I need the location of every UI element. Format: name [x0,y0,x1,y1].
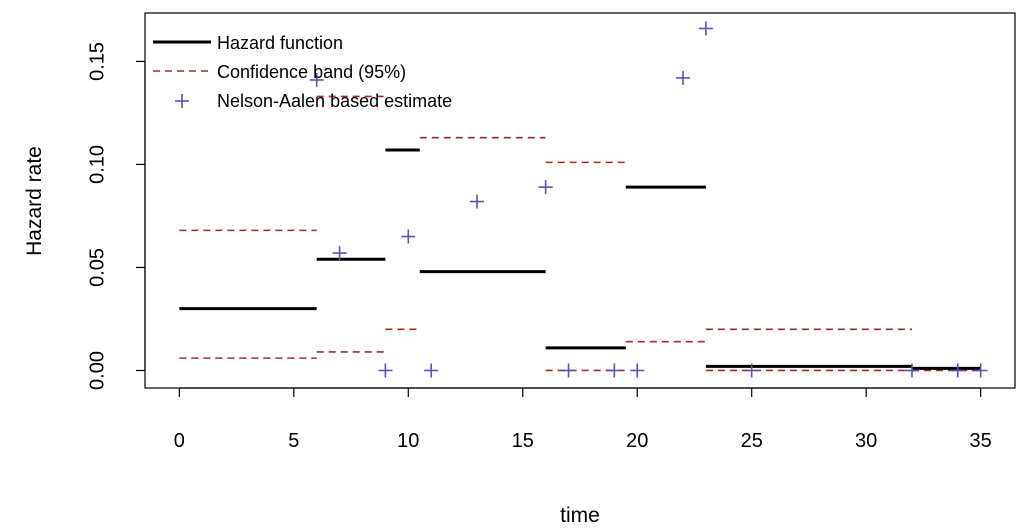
x-tick-label: 20 [626,430,648,452]
x-tick-label: 10 [397,430,419,452]
x-axis: 0 5 10 15 20 25 30 35 [174,387,992,452]
na-point [424,363,439,378]
y-axis: 0.00 0.05 0.10 0.15 [86,42,146,390]
x-tick-label: 5 [288,430,299,452]
na-point [698,21,713,36]
na-point [676,70,691,85]
nelson-aalen-points [309,21,988,378]
na-point [630,363,645,378]
na-point [607,363,622,378]
na-point [744,363,759,378]
na-point [561,363,576,378]
legend-hazard-label: Hazard function [217,33,343,53]
hazard-function-lines [179,148,981,370]
x-axis-title: time [560,504,600,527]
na-point [904,363,919,378]
legend: Hazard function Confidence band (95%) Ne… [153,33,452,111]
na-point [973,363,988,378]
x-tick-label: 30 [855,430,877,452]
x-tick-label: 25 [741,430,763,452]
x-tick-label: 35 [970,430,992,452]
y-tick-label: 0.05 [86,248,108,287]
y-tick-label: 0.10 [86,145,108,184]
na-point [332,246,347,261]
legend-na-label: Nelson-Aalen based estimate [217,91,452,111]
na-point [378,363,393,378]
y-tick-label: 0.00 [86,351,108,390]
y-axis-title: Hazard rate [23,146,46,256]
confidence-band-lines [179,95,981,372]
x-tick-label: 15 [512,430,534,452]
y-tick-label: 0.15 [86,42,108,81]
na-point [950,363,965,378]
na-point [538,180,553,195]
legend-plus-marker [175,94,189,108]
x-tick-label: 0 [174,430,185,452]
na-point [469,194,484,209]
na-point [401,229,416,244]
legend-band-label: Confidence band (95%) [217,62,406,82]
na-point [309,72,324,87]
